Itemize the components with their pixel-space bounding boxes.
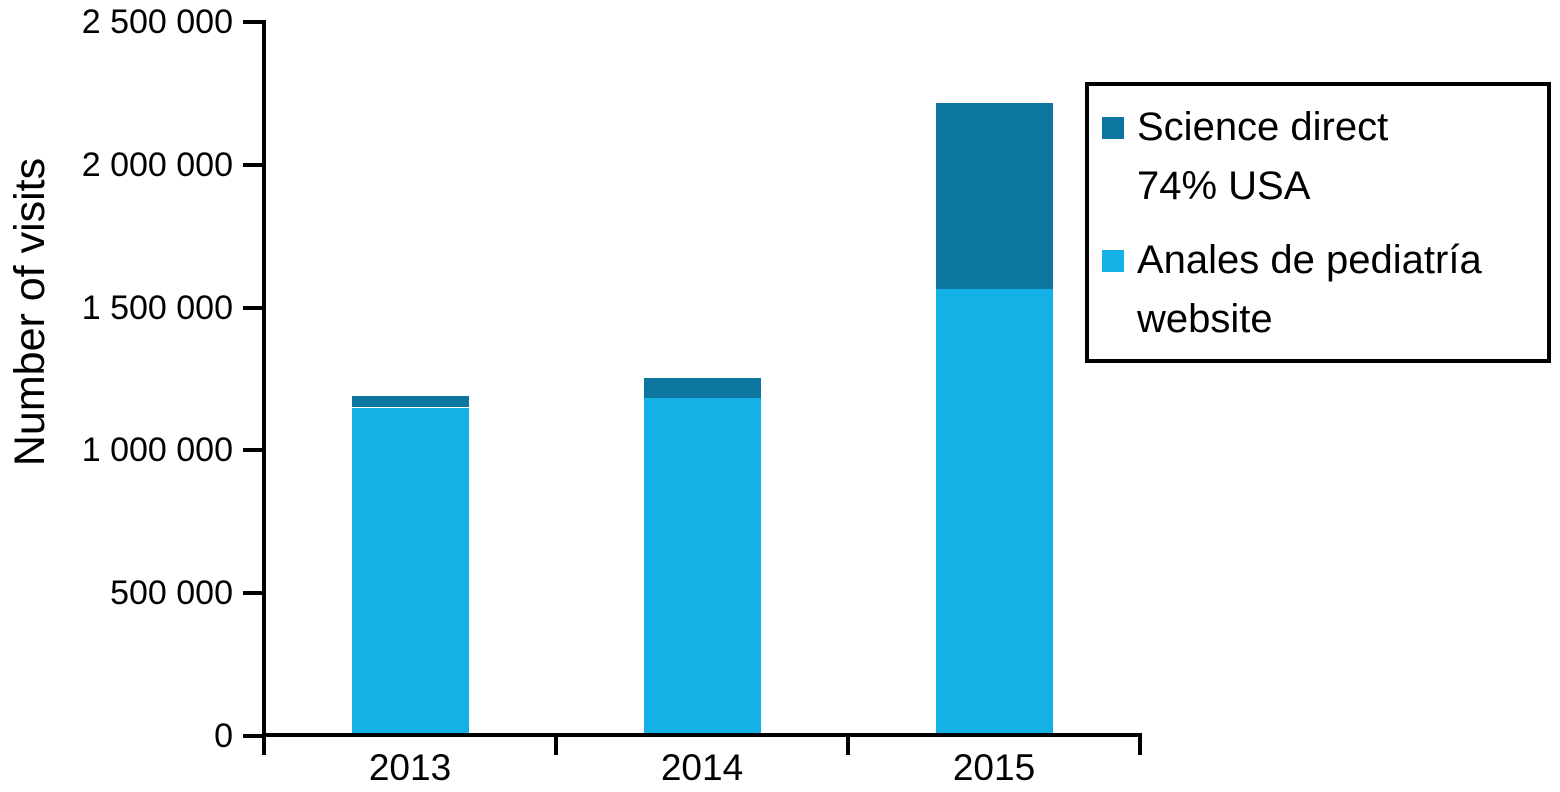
bar-2013-science-direct-74-usa — [352, 396, 469, 407]
legend-label-science-direct: Science direct 74% USA — [1137, 98, 1388, 216]
x-axis-tick — [846, 736, 850, 755]
y-axis-tick-label: 0 — [214, 717, 233, 755]
legend-swatch-anales-de-pediatria — [1102, 250, 1124, 272]
bar-2014-science-direct-74-usa — [644, 378, 761, 398]
legend-swatch-science-direct — [1102, 117, 1124, 139]
legend-item-anales-de-pediatria: Anales de pediatría website — [1102, 231, 1541, 349]
y-axis-tick-label: 1 500 000 — [81, 289, 233, 327]
legend: Science direct 74% USA Anales de pediatr… — [1085, 82, 1551, 363]
y-axis-tick — [243, 163, 262, 167]
bar-2015-anales-de-pediatr-a-website — [936, 289, 1053, 736]
legend-label-line: 74% USA — [1137, 164, 1311, 208]
y-axis-tick — [243, 734, 262, 738]
y-axis-tick — [243, 448, 262, 452]
x-axis-category-label-2014: 2014 — [660, 747, 744, 788]
y-axis-tick-label: 2 500 000 — [81, 3, 233, 41]
x-axis-tick — [1138, 736, 1142, 755]
x-axis-category-label-2015: 2015 — [952, 747, 1036, 788]
x-axis-tick — [262, 736, 266, 755]
y-axis-tick — [243, 306, 262, 310]
bar-2013-anales-de-pediatr-a-website — [352, 408, 469, 736]
y-axis-tick — [243, 20, 262, 24]
legend-label-line: Science direct — [1137, 105, 1389, 149]
y-axis-tick — [243, 591, 262, 595]
y-axis-line — [262, 20, 266, 738]
legend-item-science-direct: Science direct 74% USA — [1102, 98, 1541, 216]
legend-label-line: Anales de pediatría — [1137, 238, 1482, 282]
y-axis-tick-label: 500 000 — [110, 574, 233, 612]
bar-2014-anales-de-pediatr-a-website — [644, 398, 761, 736]
x-axis-tick — [554, 736, 558, 755]
x-axis-category-label-2013: 2013 — [368, 747, 452, 788]
legend-label-anales-de-pediatria: Anales de pediatría website — [1137, 231, 1482, 349]
bar-2015-science-direct-74-usa — [936, 103, 1053, 289]
y-axis-tick-label: 1 000 000 — [81, 431, 233, 469]
y-axis-tick-label: 2 000 000 — [81, 146, 233, 184]
x-axis-line — [262, 733, 1142, 737]
legend-label-line: website — [1137, 297, 1273, 341]
